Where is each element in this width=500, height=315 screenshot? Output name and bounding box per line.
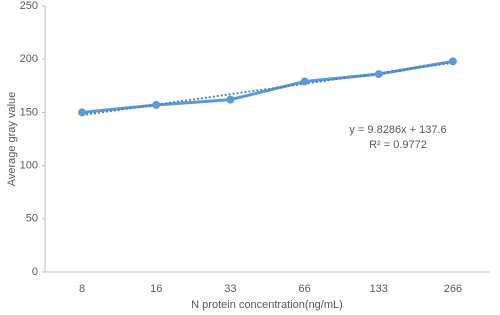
x-tick-label: 33 (224, 283, 236, 295)
data-line (81, 59, 454, 114)
y-tick-label: 0 (32, 266, 38, 278)
data-point (78, 108, 87, 117)
y-tick-label: 150 (20, 106, 38, 118)
x-tick-label: 8 (79, 283, 85, 295)
data-point (152, 100, 161, 109)
annotation: y = 9.8286x + 137.6 (349, 124, 446, 136)
y-axis-label: Average gray value (6, 92, 18, 187)
y-tick-label: 50 (26, 213, 38, 225)
x-tick-label: 66 (298, 283, 310, 295)
data-point (448, 57, 457, 66)
x-tick-label: 133 (370, 283, 388, 295)
y-tick-label: 100 (20, 160, 38, 172)
x-axis-label: N protein concentration(ng/mL) (191, 299, 343, 311)
y-tick-label: 200 (20, 53, 38, 65)
data-point (300, 77, 309, 86)
data-point (374, 70, 383, 79)
x-tick-label: 266 (444, 283, 462, 295)
data-point (226, 95, 235, 104)
annotation: R² = 0.9772 (369, 139, 427, 151)
x-tick-label: 16 (150, 283, 162, 295)
y-tick-label: 250 (20, 0, 38, 12)
trendline (81, 61, 454, 117)
